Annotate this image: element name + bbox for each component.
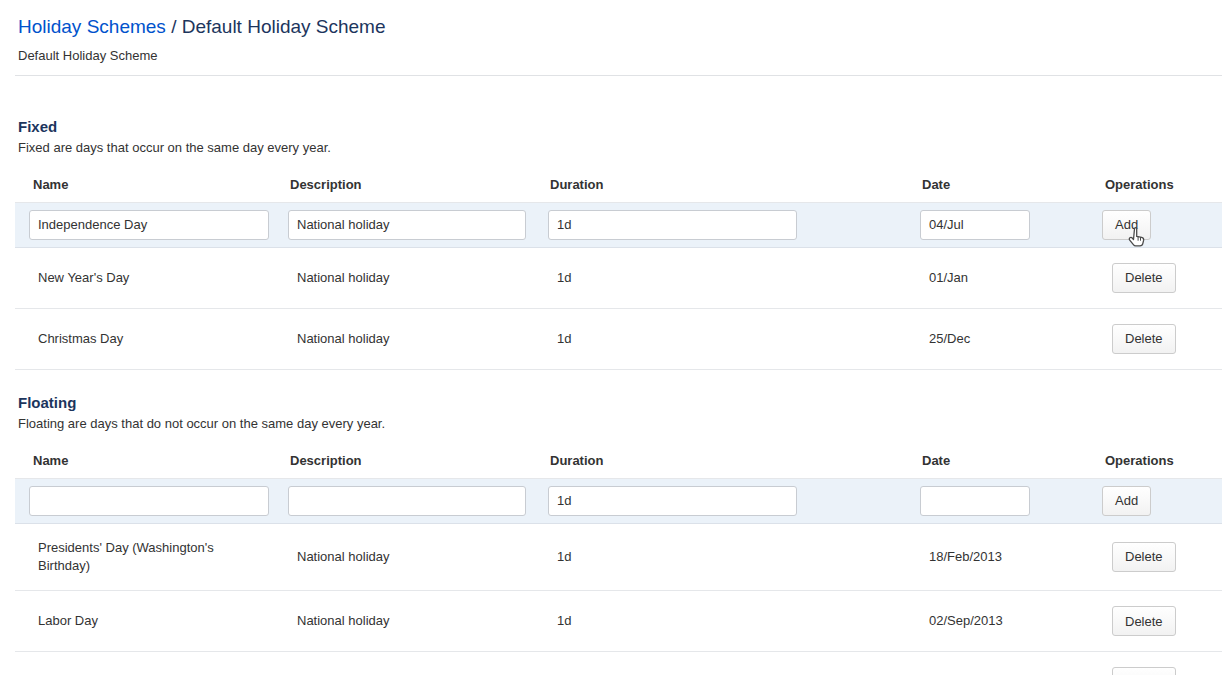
breadcrumb-current: Default Holiday Scheme <box>182 16 386 37</box>
holiday-duration: 1d <box>534 523 906 590</box>
column-header-operations: Operations <box>1089 443 1222 479</box>
holiday-scheme-page: Holiday Schemes / Default Holiday Scheme… <box>0 0 1222 675</box>
description-input[interactable] <box>288 210 526 240</box>
delete-button[interactable]: Delete <box>1112 606 1176 636</box>
section-title-fixed: Fixed <box>15 118 1222 135</box>
section-description-fixed: Fixed are days that occur on the same da… <box>15 140 1222 155</box>
table-row: Christmas Day National holiday 1d 25/Dec… <box>15 308 1222 369</box>
add-button[interactable]: Add <box>1102 486 1151 516</box>
holiday-date: 14/Oct/2013 <box>906 652 1089 675</box>
column-header-name: Name <box>15 167 274 203</box>
holiday-date: 25/Dec <box>906 308 1089 369</box>
holiday-duration: 1d <box>534 247 906 308</box>
section-fixed: Fixed Fixed are days that occur on the s… <box>15 118 1222 370</box>
holiday-description: National holiday <box>274 523 534 590</box>
holiday-duration: 1d <box>534 308 906 369</box>
floating-holidays-table: Name Description Duration Date Operation… <box>15 443 1222 675</box>
table-row: New Year's Day National holiday 1d 01/Ja… <box>15 247 1222 308</box>
name-input[interactable] <box>29 210 269 240</box>
add-holiday-row: Add <box>15 202 1222 247</box>
fixed-holidays-table: Name Description Duration Date Operation… <box>15 167 1222 370</box>
column-header-description: Description <box>274 167 534 203</box>
holiday-description: National holiday <box>274 308 534 369</box>
table-row: Columbus Day National holiday 1d 14/Oct/… <box>15 652 1222 675</box>
column-header-duration: Duration <box>534 167 906 203</box>
holiday-date: 01/Jan <box>906 247 1089 308</box>
holiday-description: National holiday <box>274 591 534 652</box>
holiday-date: 18/Feb/2013 <box>906 523 1089 590</box>
add-button[interactable]: Add <box>1102 210 1151 240</box>
holiday-name: Christmas Day <box>15 308 274 369</box>
holiday-name: Labor Day <box>15 591 274 652</box>
breadcrumb-link-holiday-schemes[interactable]: Holiday Schemes <box>18 16 166 37</box>
column-header-date: Date <box>906 443 1089 479</box>
page-subtitle: Default Holiday Scheme <box>18 48 1219 63</box>
holiday-name: New Year's Day <box>15 247 274 308</box>
holiday-duration: 1d <box>534 652 906 675</box>
section-floating: Floating Floating are days that do not o… <box>15 394 1222 675</box>
table-header-row: Name Description Duration Date Operation… <box>15 167 1222 203</box>
delete-button[interactable]: Delete <box>1112 542 1176 572</box>
date-input[interactable] <box>920 210 1030 240</box>
column-header-operations: Operations <box>1089 167 1222 203</box>
column-header-name: Name <box>15 443 274 479</box>
holiday-duration: 1d <box>534 591 906 652</box>
breadcrumb: Holiday Schemes / Default Holiday Scheme <box>18 16 1219 39</box>
section-description-floating: Floating are days that do not occur on t… <box>15 416 1222 431</box>
holiday-description: National holiday <box>274 652 534 675</box>
column-header-date: Date <box>906 167 1089 203</box>
table-row: Presidents' Day (Washington's Birthday) … <box>15 523 1222 590</box>
add-holiday-row: Add <box>15 478 1222 523</box>
section-title-floating: Floating <box>15 394 1222 411</box>
description-input[interactable] <box>288 486 526 516</box>
page-header: Holiday Schemes / Default Holiday Scheme… <box>15 0 1222 76</box>
table-header-row: Name Description Duration Date Operation… <box>15 443 1222 479</box>
column-header-duration: Duration <box>534 443 906 479</box>
name-input[interactable] <box>29 486 269 516</box>
holiday-description: National holiday <box>274 247 534 308</box>
delete-button[interactable]: Delete <box>1112 667 1176 675</box>
date-input[interactable] <box>920 486 1030 516</box>
delete-button[interactable]: Delete <box>1112 324 1176 354</box>
duration-input[interactable] <box>548 210 797 240</box>
breadcrumb-separator: / <box>171 16 176 37</box>
holiday-date: 02/Sep/2013 <box>906 591 1089 652</box>
table-row: Labor Day National holiday 1d 02/Sep/201… <box>15 591 1222 652</box>
holiday-name: Presidents' Day (Washington's Birthday) <box>15 523 274 590</box>
duration-input[interactable] <box>548 486 797 516</box>
holiday-name: Columbus Day <box>15 652 274 675</box>
delete-button[interactable]: Delete <box>1112 263 1176 293</box>
column-header-description: Description <box>274 443 534 479</box>
